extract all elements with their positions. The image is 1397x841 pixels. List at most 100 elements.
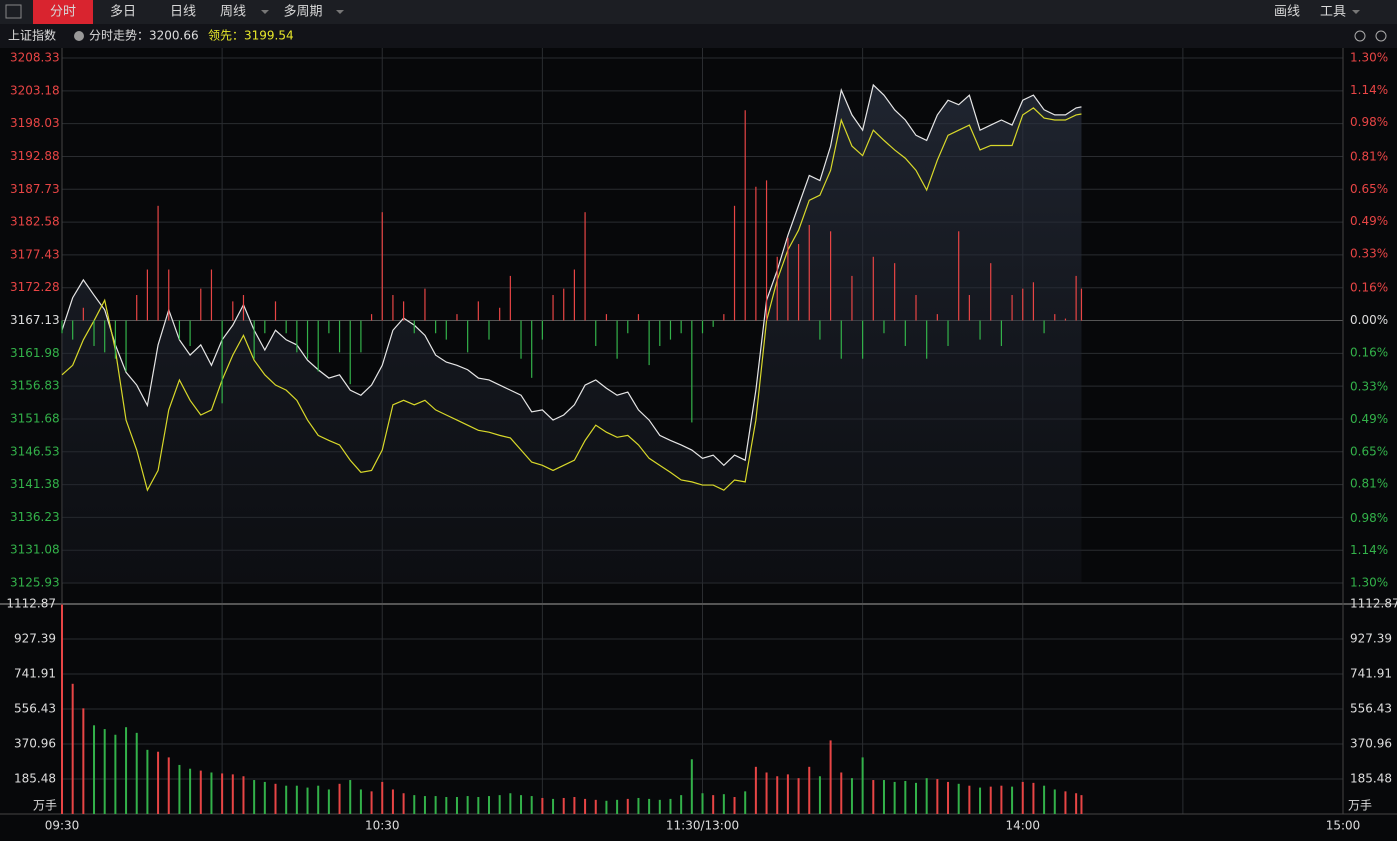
volume-bar [605, 800, 608, 814]
collapse-icon[interactable] [5, 4, 22, 19]
price-line [61, 83, 1082, 467]
volume-bar [263, 781, 266, 814]
y-tick-label: 3136.23 [10, 510, 60, 524]
volume-bar [114, 734, 117, 814]
volume-bar [861, 757, 864, 814]
volume-bar [82, 708, 85, 814]
y2-tick-label: 0.81% [1350, 477, 1388, 491]
tab[interactable]: 周线 [220, 5, 246, 20]
volume-bar [1064, 791, 1067, 814]
volume-bar [509, 793, 512, 814]
volume-unit: 万手 [1348, 799, 1372, 813]
toggle-icon[interactable] [74, 31, 84, 41]
volume-bar [893, 781, 896, 814]
volume-bar [231, 774, 234, 814]
y-tick-label: 185.48 [14, 771, 56, 785]
y-tick-label: 741.91 [14, 667, 56, 681]
volume-bar [936, 779, 939, 814]
volume-bar [829, 740, 832, 814]
y2-tick-label: 0.98% [1350, 115, 1388, 129]
volume-bar [541, 797, 544, 814]
y2-tick-label: 0.00% [1350, 313, 1388, 327]
dropdown-icon[interactable] [336, 10, 344, 14]
y-tick-label: 1112.87 [6, 597, 56, 611]
y2-tick-label: 1.30% [1350, 51, 1388, 65]
tool-button[interactable]: 工具 [1320, 5, 1346, 20]
volume-bar [562, 797, 565, 814]
y-tick-label: 3125.93 [10, 576, 60, 590]
volume-bar [466, 796, 469, 814]
tab[interactable]: 日线 [170, 5, 196, 20]
y2-tick-label: 0.81% [1350, 149, 1388, 163]
volume-bar [680, 795, 683, 814]
tab[interactable]: 多周期 [283, 4, 322, 20]
volume-bar [669, 798, 672, 814]
y-tick-label: 3187.73 [10, 182, 60, 196]
volume-bar [744, 791, 747, 814]
volume-bar [733, 797, 736, 814]
volume-bar [1011, 786, 1014, 814]
volume-bar [850, 778, 853, 814]
zoom-out-icon[interactable] [1375, 30, 1387, 42]
volume-bar [445, 797, 448, 814]
volume-bar [520, 795, 523, 814]
volume-bar [477, 797, 480, 814]
y-tick-label: 741.91 [1350, 667, 1392, 681]
volume-bar [765, 772, 768, 814]
volume-bar [199, 770, 202, 814]
dropdown-icon[interactable] [261, 10, 269, 14]
y-tick-label: 3146.53 [10, 444, 60, 458]
y-tick-label: 3131.08 [10, 543, 60, 557]
volume-bar [968, 785, 971, 814]
y-tick-label: 3172.28 [10, 280, 60, 294]
y-tick-label: 3192.88 [10, 149, 60, 163]
volume-bar [904, 780, 907, 814]
volume-bar [690, 759, 693, 814]
volume-bar [253, 780, 256, 814]
y2-tick-label: 1.30% [1350, 576, 1388, 590]
volume-bar [797, 778, 800, 814]
tool-button[interactable]: 画线 [1274, 5, 1300, 20]
volume-bar [573, 797, 576, 814]
volume-bar [989, 786, 992, 814]
volume-bar [391, 789, 394, 814]
volume-bar [61, 604, 63, 814]
volume-bar [71, 683, 74, 814]
price-line [61, 107, 1082, 492]
volume-bar [658, 799, 661, 814]
volume-bar [584, 798, 587, 814]
x-tick-label: 09:30 [45, 819, 80, 833]
volume-bar [818, 776, 821, 814]
y-tick-label: 3208.33 [10, 51, 60, 65]
y-tick-label: 3177.43 [10, 247, 60, 261]
volume-bar [146, 749, 149, 814]
y-tick-label: 370.96 [1350, 736, 1392, 750]
volume-bar [915, 782, 917, 814]
volume-bar [840, 772, 843, 814]
volume-bar [167, 757, 170, 814]
volume-bar [402, 793, 405, 814]
volume-bar [722, 794, 725, 814]
price-area [62, 84, 1082, 583]
dropdown-icon[interactable] [1352, 10, 1360, 14]
y-tick-label: 3198.03 [10, 116, 60, 130]
leading-info: 领先：3199.54 [208, 29, 294, 43]
volume-bar [455, 797, 458, 814]
volume-bar [552, 798, 555, 814]
y-tick-label: 3203.18 [10, 83, 60, 97]
x-tick-label: 14:00 [1005, 819, 1040, 833]
x-tick-label: 11:30/13:00 [666, 819, 739, 833]
volume-bar [370, 791, 373, 814]
index-name: 上证指数 [8, 28, 56, 43]
volume-bar [1043, 785, 1046, 814]
volume-bar [776, 776, 779, 814]
y-tick-label: 927.39 [14, 632, 56, 646]
y2-tick-label: 0.98% [1350, 511, 1388, 525]
tab[interactable]: 分时 [50, 5, 76, 20]
volume-bar [626, 798, 629, 814]
volume-bar [530, 796, 533, 814]
zoom-in-icon[interactable] [1354, 30, 1366, 42]
volume-bar [498, 795, 501, 814]
tab[interactable]: 多日 [110, 4, 136, 20]
y2-tick-label: 0.16% [1350, 281, 1388, 295]
